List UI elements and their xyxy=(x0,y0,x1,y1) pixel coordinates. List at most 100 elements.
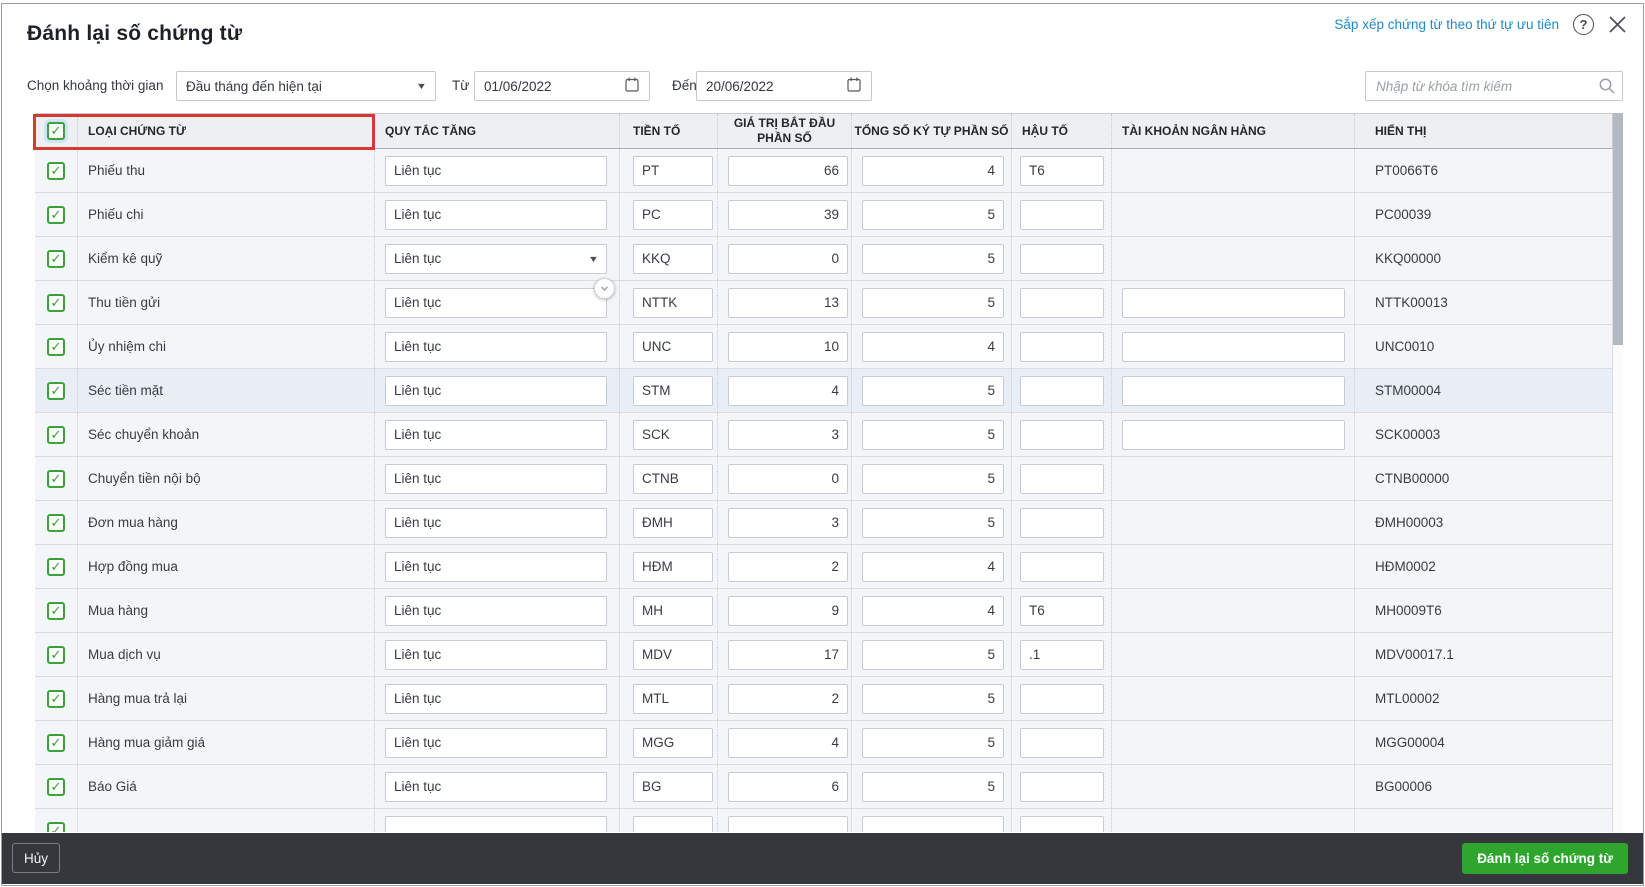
start-value-input[interactable]: 4 xyxy=(728,728,848,758)
row-checkbox[interactable]: ✓ xyxy=(47,778,65,796)
suffix-input[interactable] xyxy=(1020,420,1104,450)
digit-count-input[interactable]: 5 xyxy=(862,288,1004,318)
rule-input[interactable]: Liên tục xyxy=(385,640,607,670)
start-value-input[interactable]: 17 xyxy=(728,640,848,670)
search-input[interactable] xyxy=(1365,71,1623,101)
suffix-input[interactable] xyxy=(1020,552,1104,582)
digit-count-input[interactable]: 5 xyxy=(862,640,1004,670)
column-header-suffix[interactable]: HẬU TỐ xyxy=(1012,114,1112,148)
prefix-input[interactable]: PT xyxy=(633,156,713,186)
suffix-input[interactable] xyxy=(1020,376,1104,406)
prefix-input[interactable]: ĐMH xyxy=(633,508,713,538)
rule-input[interactable]: Liên tục xyxy=(385,684,607,714)
rule-input[interactable]: Liên tục xyxy=(385,420,607,450)
digit-count-input[interactable]: 5 xyxy=(862,684,1004,714)
digit-count-input[interactable]: 5 xyxy=(862,244,1004,274)
suffix-input[interactable] xyxy=(1020,684,1104,714)
start-value-input[interactable] xyxy=(728,816,848,833)
rule-input[interactable]: Liên tục xyxy=(385,288,607,318)
start-value-input[interactable]: 9 xyxy=(728,596,848,626)
rule-input[interactable] xyxy=(385,816,607,833)
select-all-checkbox[interactable]: ✓ xyxy=(47,122,65,140)
prefix-input[interactable]: MH xyxy=(633,596,713,626)
bank-account-input[interactable] xyxy=(1122,332,1345,362)
start-value-input[interactable]: 0 xyxy=(728,464,848,494)
row-checkbox[interactable]: ✓ xyxy=(47,250,65,268)
column-header-display[interactable]: HIỂN THỊ xyxy=(1355,114,1613,148)
rule-input[interactable]: Liên tục xyxy=(385,596,607,626)
prefix-input[interactable]: UNC xyxy=(633,332,713,362)
start-value-input[interactable]: 13 xyxy=(728,288,848,318)
suffix-input[interactable] xyxy=(1020,464,1104,494)
chevron-down-icon[interactable] xyxy=(594,278,615,299)
suffix-input[interactable] xyxy=(1020,288,1104,318)
prefix-input[interactable]: STM xyxy=(633,376,713,406)
scrollbar-thumb[interactable] xyxy=(1613,113,1623,345)
digit-count-input[interactable] xyxy=(862,816,1004,833)
start-value-input[interactable]: 3 xyxy=(728,508,848,538)
digit-count-input[interactable]: 5 xyxy=(862,420,1004,450)
suffix-input[interactable] xyxy=(1020,728,1104,758)
sort-priority-link[interactable]: Sắp xếp chứng từ theo thứ tự ưu tiên xyxy=(1334,17,1559,32)
renumber-submit-button[interactable]: Đánh lại số chứng từ xyxy=(1462,843,1628,874)
from-date-input[interactable]: 01/06/2022 xyxy=(474,71,650,101)
rule-input[interactable]: Liên tục xyxy=(385,376,607,406)
vertical-scrollbar[interactable] xyxy=(1613,113,1623,833)
bank-account-input[interactable] xyxy=(1122,376,1345,406)
suffix-input[interactable] xyxy=(1020,332,1104,362)
row-checkbox[interactable]: ✓ xyxy=(47,690,65,708)
rule-input[interactable]: Liên tục xyxy=(385,508,607,538)
suffix-input[interactable] xyxy=(1020,816,1104,833)
row-checkbox[interactable]: ✓ xyxy=(47,558,65,576)
start-value-input[interactable]: 10 xyxy=(728,332,848,362)
row-checkbox[interactable]: ✓ xyxy=(47,470,65,488)
start-value-input[interactable]: 6 xyxy=(728,772,848,802)
row-checkbox[interactable]: ✓ xyxy=(47,294,65,312)
suffix-input[interactable]: T6 xyxy=(1020,596,1104,626)
start-value-input[interactable]: 2 xyxy=(728,684,848,714)
column-header-rule[interactable]: QUY TẮC TĂNG xyxy=(375,114,620,148)
prefix-input[interactable]: KKQ xyxy=(633,244,713,274)
column-header-bank[interactable]: TÀI KHOẢN NGÂN HÀNG xyxy=(1112,114,1355,148)
start-value-input[interactable]: 4 xyxy=(728,376,848,406)
row-checkbox[interactable]: ✓ xyxy=(47,338,65,356)
start-value-input[interactable]: 3 xyxy=(728,420,848,450)
start-value-input[interactable]: 0 xyxy=(728,244,848,274)
digit-count-input[interactable]: 4 xyxy=(862,552,1004,582)
prefix-input[interactable]: MTL xyxy=(633,684,713,714)
row-checkbox[interactable]: ✓ xyxy=(47,734,65,752)
digit-count-input[interactable]: 5 xyxy=(862,508,1004,538)
start-value-input[interactable]: 2 xyxy=(728,552,848,582)
prefix-input[interactable] xyxy=(633,816,713,833)
prefix-input[interactable]: SCK xyxy=(633,420,713,450)
rule-input[interactable]: Liên tục xyxy=(385,728,607,758)
digit-count-input[interactable]: 5 xyxy=(862,200,1004,230)
column-header-type[interactable]: LOẠI CHỨNG TỪ xyxy=(78,114,375,148)
digit-count-input[interactable]: 5 xyxy=(862,376,1004,406)
start-value-input[interactable]: 39 xyxy=(728,200,848,230)
prefix-input[interactable]: BG xyxy=(633,772,713,802)
rule-input[interactable]: Liên tục xyxy=(385,552,607,582)
row-checkbox[interactable]: ✓ xyxy=(47,162,65,180)
prefix-input[interactable]: CTNB xyxy=(633,464,713,494)
row-checkbox[interactable]: ✓ xyxy=(47,602,65,620)
row-checkbox[interactable]: ✓ xyxy=(47,646,65,664)
row-checkbox[interactable]: ✓ xyxy=(47,514,65,532)
rule-input[interactable]: Liên tục xyxy=(385,156,607,186)
help-icon[interactable]: ? xyxy=(1573,14,1594,35)
rule-input[interactable]: Liên tục xyxy=(385,772,607,802)
prefix-input[interactable]: PC xyxy=(633,200,713,230)
prefix-input[interactable]: HĐM xyxy=(633,552,713,582)
column-header-digits[interactable]: TỔNG SỐ KÝ TỰ PHẦN SỐ xyxy=(852,114,1012,148)
row-checkbox[interactable]: ✓ xyxy=(47,822,65,833)
column-header-start[interactable]: GIÁ TRỊ BẮT ĐẦU PHẦN SỐ xyxy=(718,114,852,148)
digit-count-input[interactable]: 4 xyxy=(862,596,1004,626)
row-checkbox[interactable]: ✓ xyxy=(47,206,65,224)
prefix-input[interactable]: NTTK xyxy=(633,288,713,318)
suffix-input[interactable] xyxy=(1020,244,1104,274)
digit-count-input[interactable]: 4 xyxy=(862,332,1004,362)
digit-count-input[interactable]: 5 xyxy=(862,772,1004,802)
cancel-button[interactable]: Hủy xyxy=(12,843,60,873)
rule-input[interactable]: Liên tục xyxy=(385,332,607,362)
rule-input[interactable]: Liên tục xyxy=(385,200,607,230)
